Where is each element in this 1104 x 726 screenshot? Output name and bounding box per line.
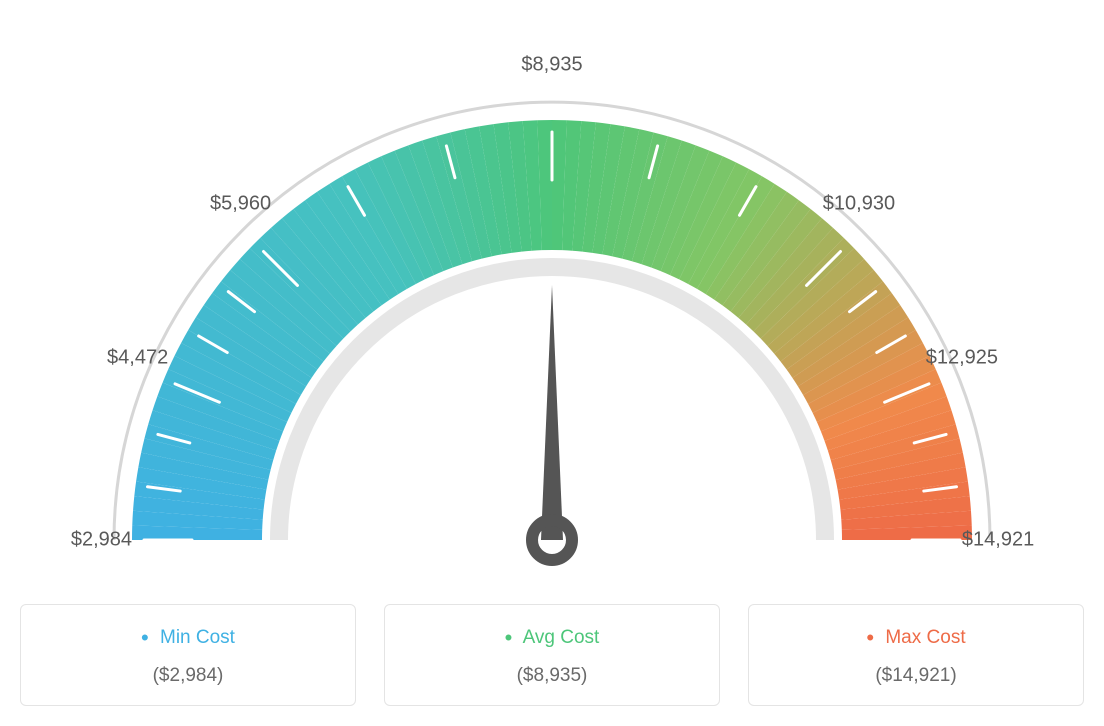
- min-dot-icon: •: [141, 625, 149, 650]
- gauge-tick-label: $4,472: [107, 347, 168, 370]
- max-dot-icon: •: [866, 625, 874, 650]
- avg-cost-title-text: Avg Cost: [523, 627, 600, 648]
- gauge-tick-label: $10,930: [823, 193, 895, 216]
- max-cost-title: • Max Cost: [749, 625, 1083, 651]
- gauge-tick-label: $8,935: [521, 54, 582, 77]
- gauge-needle: [532, 285, 572, 560]
- min-cost-card: • Min Cost ($2,984): [20, 604, 356, 706]
- gauge-tick-label: $2,984: [71, 529, 132, 552]
- summary-cards: • Min Cost ($2,984) • Avg Cost ($8,935) …: [20, 604, 1084, 706]
- min-cost-title: • Min Cost: [21, 625, 355, 651]
- avg-cost-title: • Avg Cost: [385, 625, 719, 651]
- gauge-chart: $2,984 $4,472 $5,960 $8,935 $10,930 $12,925 $1…: [20, 20, 1084, 580]
- gauge-tick-label: $14,921: [962, 529, 1034, 552]
- avg-dot-icon: •: [505, 625, 513, 650]
- max-cost-title-text: Max Cost: [885, 627, 965, 648]
- avg-cost-card: • Avg Cost ($8,935): [384, 604, 720, 706]
- min-cost-value: ($2,984): [21, 665, 355, 687]
- avg-cost-value: ($8,935): [385, 665, 719, 687]
- max-cost-card: • Max Cost ($14,921): [748, 604, 1084, 706]
- max-cost-value: ($14,921): [749, 665, 1083, 687]
- gauge-svg: [20, 20, 1084, 580]
- gauge-tick-label: $12,925: [926, 347, 998, 370]
- gauge-tick-label: $5,960: [210, 193, 271, 216]
- min-cost-title-text: Min Cost: [160, 627, 235, 648]
